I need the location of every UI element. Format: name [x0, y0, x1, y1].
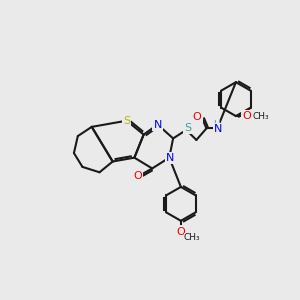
- Text: H: H: [213, 120, 220, 129]
- Text: O: O: [193, 112, 202, 122]
- Text: O: O: [133, 171, 142, 181]
- Text: S: S: [184, 123, 191, 133]
- Text: O: O: [242, 111, 251, 121]
- Text: CH₃: CH₃: [253, 112, 270, 122]
- Text: O: O: [176, 226, 185, 237]
- Text: S: S: [123, 116, 130, 126]
- Text: CH₃: CH₃: [184, 233, 201, 242]
- Text: N: N: [153, 119, 162, 130]
- Text: N: N: [214, 124, 222, 134]
- Text: N: N: [166, 153, 174, 163]
